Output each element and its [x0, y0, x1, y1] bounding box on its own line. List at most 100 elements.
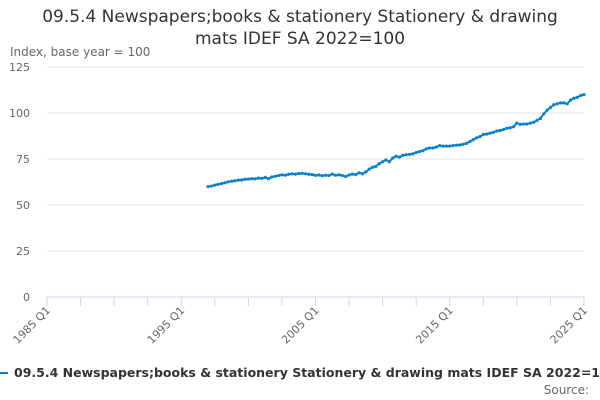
x-tick-label: 1995 Q1: [145, 304, 188, 347]
data-point: [394, 154, 398, 158]
data-point: [582, 93, 586, 97]
data-point: [290, 172, 294, 176]
data-point: [260, 176, 264, 180]
data-point: [293, 172, 297, 176]
data-point: [478, 134, 482, 139]
y-tick-label: 0: [23, 291, 30, 304]
data-point: [401, 153, 405, 157]
data-point: [344, 174, 348, 179]
data-point: [441, 144, 445, 148]
data-point: [438, 143, 442, 148]
data-point: [240, 178, 244, 182]
data-point: [421, 149, 425, 153]
data-point: [397, 155, 402, 159]
data-point: [579, 93, 583, 98]
data-point: [491, 130, 495, 134]
data-point: [454, 143, 459, 147]
data-point: [572, 96, 576, 100]
data-point: [243, 177, 247, 181]
data-point: [565, 102, 569, 106]
data-point: [411, 152, 415, 156]
data-point: [545, 108, 549, 112]
data-point: [568, 98, 573, 102]
data-point: [310, 173, 314, 177]
data-point: [511, 125, 516, 129]
data-point: [360, 172, 365, 176]
data-point: [276, 173, 281, 178]
data-point: [495, 129, 499, 133]
x-tick-label: 2015 Q1: [413, 304, 456, 347]
data-point: [323, 173, 328, 177]
data-point: [364, 170, 368, 174]
data-point: [464, 141, 469, 145]
data-point: [367, 167, 371, 171]
data-point: [404, 153, 408, 157]
x-tick-label: 2025 Q1: [548, 304, 591, 347]
data-point: [337, 173, 341, 177]
legend-swatch: [0, 371, 8, 374]
data-point: [508, 126, 512, 130]
data-point: [521, 122, 526, 126]
data-point: [468, 139, 472, 144]
data-point: [431, 146, 435, 150]
data-point: [542, 112, 546, 116]
data-point: [387, 160, 391, 164]
data-point: [525, 122, 529, 126]
legend-item[interactable]: 09.5.4 Newspapers;books & stationery Sta…: [0, 365, 600, 380]
data-point: [417, 150, 422, 154]
data-point: [548, 105, 553, 110]
data-point: [407, 152, 412, 156]
data-point: [448, 144, 452, 148]
y-tick-label: 100: [9, 107, 30, 120]
data-point: [246, 177, 250, 181]
data-point: [317, 173, 321, 177]
data-point: [428, 146, 432, 150]
data-point: [206, 185, 210, 189]
data-point: [250, 177, 254, 181]
data-point: [538, 116, 542, 121]
data-point: [307, 172, 311, 176]
data-point: [562, 101, 566, 105]
data-point: [461, 142, 465, 146]
data-point: [283, 173, 287, 177]
data-point: [488, 131, 492, 135]
data-point: [518, 122, 522, 127]
data-point: [575, 95, 579, 99]
legend-label: 09.5.4 Newspapers;books & stationery Sta…: [14, 365, 600, 380]
data-point: [414, 150, 418, 155]
data-point: [253, 177, 257, 181]
data-point: [266, 177, 271, 181]
data-point: [555, 102, 559, 106]
data-point: [354, 173, 358, 177]
data-point: [515, 121, 519, 125]
data-point: [273, 174, 277, 178]
series-line: [207, 93, 585, 188]
data-point: [357, 171, 361, 175]
data-point: [216, 182, 220, 186]
data-point: [280, 173, 284, 177]
y-tick-label: 25: [16, 245, 30, 258]
data-point: [233, 179, 237, 183]
data-point: [558, 101, 563, 105]
data-point: [223, 181, 227, 185]
data-point: [532, 120, 536, 124]
data-point: [458, 143, 462, 147]
data-point: [229, 179, 234, 183]
data-point: [501, 127, 506, 132]
data-point: [381, 160, 385, 164]
chart-title-line-2: mats IDEF SA 2022=100: [194, 29, 406, 49]
x-tick-label: 1985 Q1: [11, 304, 54, 347]
y-tick-label: 75: [16, 153, 30, 166]
data-point: [256, 176, 261, 180]
data-point: [434, 145, 438, 149]
data-point: [340, 173, 344, 178]
data-point: [350, 172, 355, 176]
data-point: [552, 103, 556, 107]
y-axis-label: Index, base year = 100: [10, 45, 151, 59]
chart-title: 09.5.4 Newspapers;books & stationery Sta…: [0, 6, 600, 50]
data-point: [377, 162, 381, 166]
data-point: [330, 172, 334, 176]
x-tick-label: 2005 Q1: [279, 304, 322, 347]
data-point: [374, 164, 378, 168]
